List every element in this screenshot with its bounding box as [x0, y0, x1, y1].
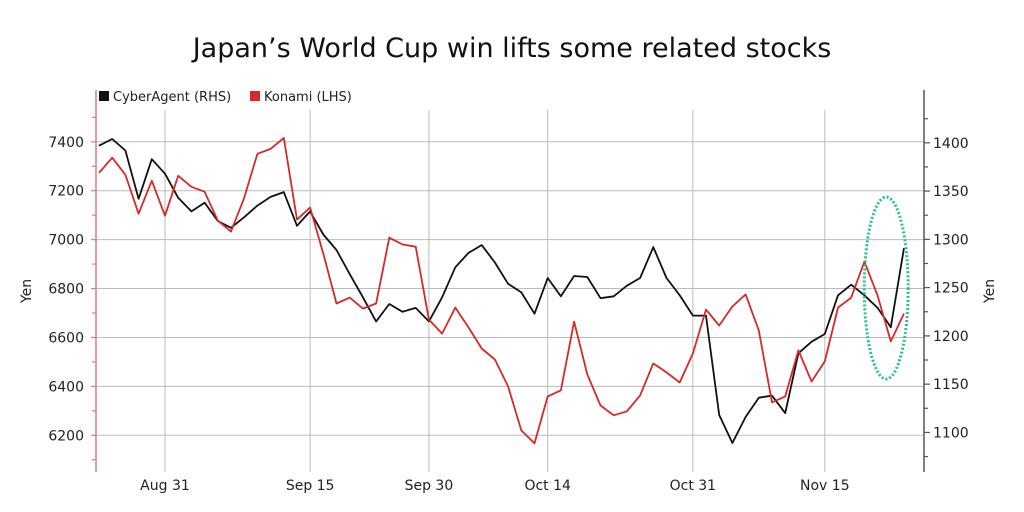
legend-swatch-cyberagent [99, 91, 109, 101]
legend-label-cyberagent: CyberAgent (RHS) [113, 90, 231, 105]
y-axis-right-label: Yen [982, 279, 998, 304]
axes: 6200 6400 6600 6800 7000 7200 7400 1100 1150 1200… [48, 90, 969, 494]
y-left-tick-label: 7000 [48, 233, 84, 249]
series-lines [98, 136, 905, 445]
y-right-tick-label: 1400 [933, 136, 969, 152]
legend-swatch-konami [250, 91, 260, 101]
y-right-tick-label: 1100 [933, 425, 969, 441]
annotation [862, 195, 910, 381]
annotation-ellipse [862, 195, 910, 381]
y-left-tick-label: 6600 [48, 330, 84, 346]
x-tick-label: Aug 31 [140, 478, 190, 494]
series-line-konami [98, 136, 905, 445]
y-axis-left-label: Yen [19, 279, 35, 304]
x-tick-label: Sep 30 [405, 478, 454, 494]
chart-title: Japan’s World Cup win lifts some related… [191, 33, 832, 64]
x-tick-label: Oct 14 [524, 478, 571, 494]
y-left-tick-label: 6200 [48, 428, 84, 444]
y-left-tick-label: 7200 [48, 184, 84, 200]
y-left-tick-label: 7400 [48, 135, 84, 151]
y-right-tick-label: 1150 [933, 377, 969, 393]
gridlines [96, 110, 924, 472]
legend-label-konami: Konami (LHS) [264, 90, 352, 105]
y-left-tick-label: 6800 [48, 282, 84, 298]
y-left-tick-label: 6400 [48, 379, 84, 395]
y-right-tick-label: 1300 [933, 232, 969, 248]
x-tick-label: Nov 15 [800, 478, 850, 494]
y-right-tick-label: 1250 [933, 281, 969, 297]
y-right-tick-label: 1350 [933, 184, 969, 200]
legend: CyberAgent (RHS) Konami (LHS) [99, 90, 352, 105]
y-right-tick-label: 1200 [933, 329, 969, 345]
x-tick-label: Oct 31 [670, 478, 716, 494]
x-tick-label: Sep 15 [286, 478, 335, 494]
